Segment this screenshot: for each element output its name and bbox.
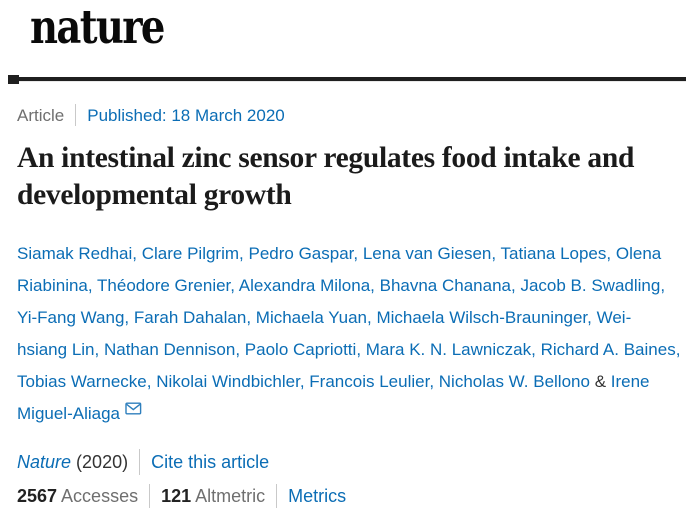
vertical-divider [149, 484, 151, 508]
citation-year: (2020) [76, 452, 129, 472]
vertical-divider [75, 104, 77, 126]
author-link[interactable]: Wei-hsiang Lin [17, 308, 632, 359]
author-link[interactable]: Nathan Dennison [103, 340, 236, 359]
author-link[interactable]: Clare Pilgrim [141, 244, 240, 263]
vertical-divider [139, 449, 141, 475]
article-header: Article Published: 18 March 2020 An intes… [0, 104, 686, 508]
author-link[interactable]: Michaela Wilsch-Brauninger [376, 308, 588, 327]
author-link[interactable]: Paolo Capriotti [244, 340, 357, 359]
vertical-divider [276, 484, 278, 508]
cite-this-article-link[interactable]: Cite this article [151, 452, 270, 472]
author-links: Siamak Redhai, Clare Pilgrim, Pedro Gasp… [17, 244, 681, 391]
article-type-label: Article [17, 106, 65, 125]
article-title: An intestinal zinc sensor regulates food… [17, 142, 635, 211]
author-link[interactable]: Tobias Warnecke [17, 372, 147, 391]
author-link[interactable]: Olena Riabinina [17, 244, 662, 295]
author-link[interactable]: Siamak Redhai [17, 244, 133, 263]
author-link[interactable]: Lena van Giesen [362, 244, 492, 263]
author-link[interactable]: Nicholas W. Bellono [438, 372, 590, 391]
author-link[interactable]: Mara K. N. Lawniczak [365, 340, 532, 359]
site-header: nature [0, 0, 686, 52]
author-link[interactable]: Théodore Grenier [97, 276, 231, 295]
author-link[interactable]: Richard A. Baines [540, 340, 676, 359]
corresponding-author-link[interactable]: Irene Miguel-Aliaga [17, 372, 650, 423]
citation-row: Nature (2020) Cite this article [17, 449, 686, 475]
author-link[interactable]: Alexandra Milona [238, 276, 371, 295]
author-link[interactable]: Francois Leulier [309, 372, 430, 391]
metrics-link[interactable]: Metrics [288, 486, 347, 506]
altmetric-count: 121 [161, 486, 192, 506]
ampersand-separator: & [594, 372, 607, 391]
accesses-label: Accesses [61, 486, 139, 506]
author-link[interactable]: Bhavna Chanana [379, 276, 511, 295]
header-rule [8, 75, 686, 84]
author-list: Siamak Redhai, Clare Pilgrim, Pedro Gasp… [17, 238, 681, 430]
author-link[interactable]: Nikolai Windbichler [156, 372, 300, 391]
author-link[interactable]: Pedro Gaspar [248, 244, 354, 263]
altmetric-label: Altmetric [195, 486, 266, 506]
nature-logo[interactable]: nature [30, 0, 165, 55]
author-link[interactable]: Tatiana Lopes [500, 244, 607, 263]
article-meta-row: Article Published: 18 March 2020 [17, 104, 686, 126]
published-date: Published: 18 March 2020 [87, 106, 285, 125]
envelope-icon[interactable] [125, 402, 142, 415]
accesses-count: 2567 [17, 486, 58, 506]
author-link[interactable]: Michaela Yuan [255, 308, 367, 327]
author-link[interactable]: Yi-Fang Wang [17, 308, 125, 327]
journal-link[interactable]: Nature [17, 452, 72, 472]
author-link[interactable]: Farah Dahalan [133, 308, 247, 327]
metrics-row: 2567 Accesses 121 Altmetric Metrics [17, 484, 686, 508]
author-link[interactable]: Jacob B. Swadling [520, 276, 661, 295]
